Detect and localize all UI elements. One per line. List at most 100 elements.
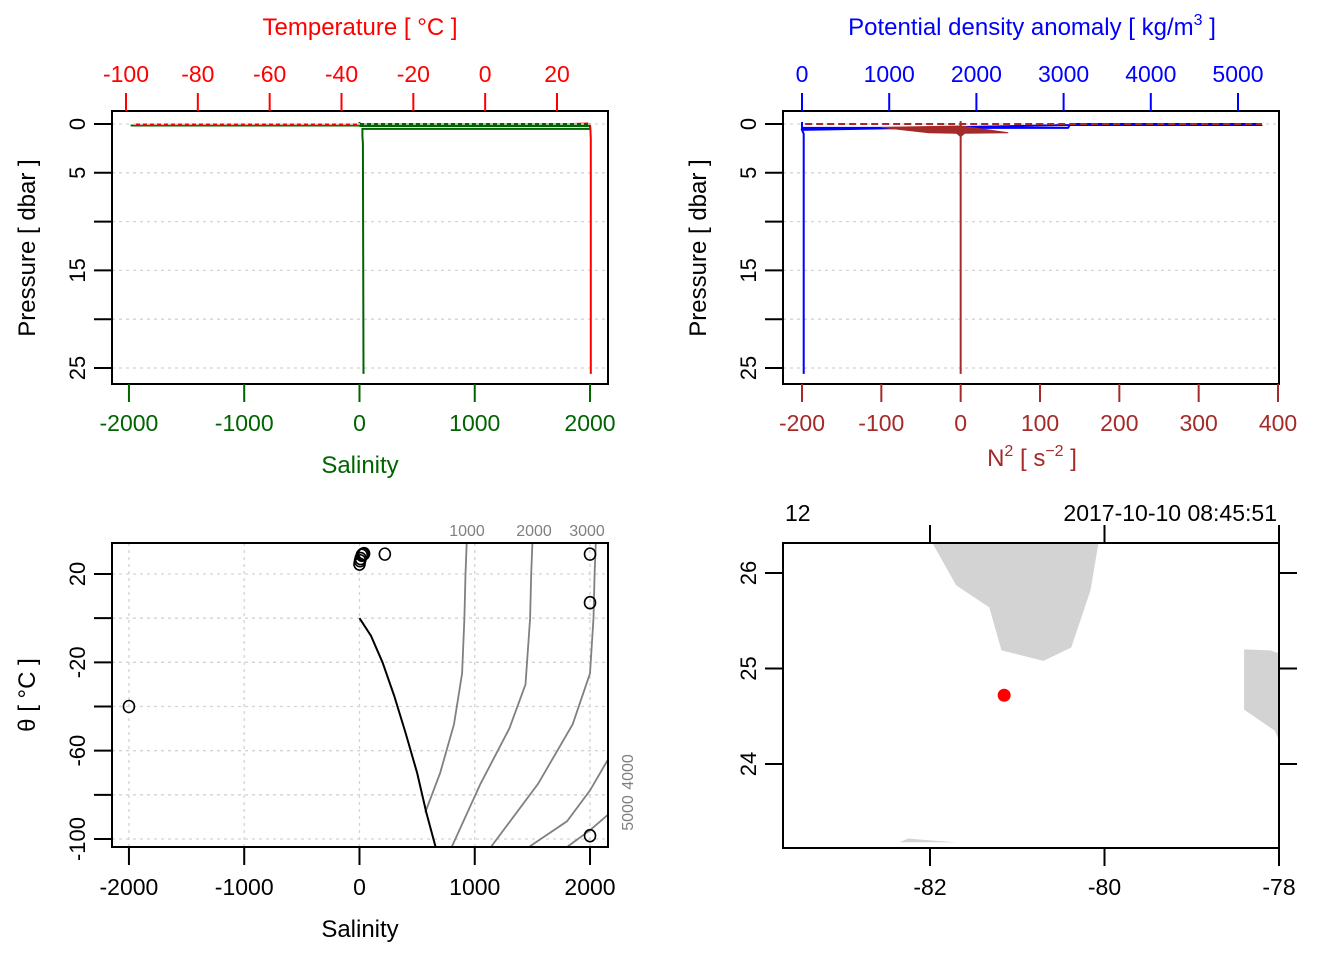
top-tick-label: 0 xyxy=(479,61,492,87)
x-tick-label: 200 xyxy=(1100,410,1138,436)
top-tick-label: -40 xyxy=(325,61,358,87)
lat-tick-label: 24 xyxy=(736,752,761,776)
top-tick-label: 4000 xyxy=(1125,61,1176,87)
y-tick-label: -20 xyxy=(65,646,90,678)
top-axis-title-part: Potential density anomaly [ kg/m xyxy=(848,14,1194,41)
top-tick-label: 5000 xyxy=(1212,61,1263,87)
top-tick-label: 3000 xyxy=(1038,61,1089,87)
y-tick-label: 5 xyxy=(736,167,761,179)
freezing-point-line xyxy=(358,617,437,847)
top-tick-label: -100 xyxy=(103,61,149,87)
isopycnal-label-5000: 5000 xyxy=(620,795,637,831)
x-axis-title-sup: −2 xyxy=(1045,443,1063,460)
ts-point xyxy=(583,828,597,843)
land-polygon xyxy=(932,543,1099,661)
isopycnal-label-4000: 4000 xyxy=(620,754,637,790)
x-tick-label: -100 xyxy=(858,410,904,436)
top-tick-label: 0 xyxy=(796,61,809,87)
station-label: 12 xyxy=(785,500,811,526)
salinity-line xyxy=(130,122,591,374)
ts-point xyxy=(122,699,136,714)
density-line xyxy=(800,122,1263,374)
top-axis-title-part: ] xyxy=(1203,14,1216,41)
top-axis-title: Temperature [ °C ] xyxy=(263,14,458,41)
y-tick-label: 0 xyxy=(736,118,761,130)
x-axis-title: Salinity xyxy=(321,452,398,479)
lon-tick-label: -82 xyxy=(913,874,946,900)
y-tick-label: 15 xyxy=(65,258,90,282)
x-axis-title: Salinity xyxy=(321,916,398,943)
isopycnal-2000 xyxy=(450,543,534,847)
land-polygon xyxy=(1244,649,1279,741)
ts-point xyxy=(583,595,597,610)
isopycnal-label-1000: 1000 xyxy=(449,523,485,540)
x-tick-label: -1000 xyxy=(215,410,274,436)
isopycnal-label-2000: 2000 xyxy=(516,523,552,540)
plot-frame xyxy=(111,110,609,385)
x-tick-label: 2000 xyxy=(564,410,615,436)
station-map-panel: 24 25 26 -82 -80 -78 12 2017-10-10 08:45:51 xyxy=(736,500,1297,900)
isopycnal-4000 xyxy=(528,759,608,847)
lat-tick-label: 25 xyxy=(736,656,761,680)
ts-point xyxy=(583,547,597,561)
x-tick-label: 100 xyxy=(1021,410,1059,436)
top-axis-title: Potential density anomaly [ kg/m3 ] xyxy=(848,12,1216,41)
top-tick-label: 2000 xyxy=(951,61,1002,87)
x-tick-label: 0 xyxy=(353,410,366,436)
y-tick-label: 5 xyxy=(65,167,90,179)
x-tick-label: 0 xyxy=(353,874,366,900)
lat-tick-label: 26 xyxy=(736,561,761,585)
y-tick-label: 25 xyxy=(736,356,761,380)
top-tick-label: 20 xyxy=(544,61,570,87)
y-axis-title: θ [ °C ] xyxy=(14,658,41,732)
x-axis-title-part: ] xyxy=(1064,445,1077,472)
station-time: 2017-10-10 08:45:51 xyxy=(1063,500,1277,526)
y-tick-label: -100 xyxy=(65,817,90,861)
isopycnal-1000 xyxy=(424,543,468,813)
profile-panel-temperature-salinity: 0 5 15 25 -2000 -1000 0 1000 2000 -100 -80 -60 -40 -2… xyxy=(14,14,616,479)
top-tick-label: 1000 xyxy=(864,61,915,87)
n2-spike xyxy=(881,125,1009,138)
plot-frame xyxy=(782,542,1280,849)
y-tick-label: -60 xyxy=(65,735,90,767)
x-axis-title-part: N xyxy=(987,445,1004,472)
y-axis-title: Pressure [ dbar ] xyxy=(685,159,712,336)
isopycnal-label-3000: 3000 xyxy=(569,523,605,540)
isopycnal-3000 xyxy=(490,543,597,847)
x-tick-label: 300 xyxy=(1179,410,1217,436)
plot-frame xyxy=(111,542,609,848)
x-tick-label: 2000 xyxy=(564,874,615,900)
top-tick-label: -20 xyxy=(397,61,430,87)
top-tick-label: -60 xyxy=(253,61,286,87)
x-tick-label: -2000 xyxy=(100,410,159,436)
ts-point xyxy=(357,546,371,561)
land-polygon xyxy=(899,838,957,843)
top-tick-label: -80 xyxy=(181,61,214,87)
x-tick-label: -200 xyxy=(779,410,825,436)
x-axis-title-sup: 2 xyxy=(1004,443,1013,460)
y-tick-label: 0 xyxy=(65,118,90,130)
x-tick-label: -1000 xyxy=(215,874,274,900)
x-tick-label: 1000 xyxy=(449,410,500,436)
lon-tick-label: -78 xyxy=(1262,874,1295,900)
x-tick-label: 1000 xyxy=(449,874,500,900)
station-marker xyxy=(997,688,1011,702)
y-tick-label: 25 xyxy=(65,356,90,380)
ts-plot-area xyxy=(122,543,608,847)
y-axis-title: Pressure [ dbar ] xyxy=(14,159,41,336)
x-tick-label: 400 xyxy=(1259,410,1297,436)
x-axis-title-part: [ s xyxy=(1013,445,1045,472)
map-area xyxy=(899,543,1279,843)
ts-point xyxy=(378,547,392,561)
lon-tick-label: -80 xyxy=(1088,874,1121,900)
x-tick-label: -2000 xyxy=(100,874,159,900)
x-tick-label: 0 xyxy=(954,410,967,436)
top-axis-title-sup: 3 xyxy=(1194,12,1203,29)
y-tick-label: 20 xyxy=(65,562,90,586)
ts-point xyxy=(355,548,369,563)
y-tick-label: 15 xyxy=(736,258,761,282)
plot-frame xyxy=(782,110,1280,385)
ts-diagram-panel: 20 -20 -60 -100 -2000 -1000 0 1000 2000 Salinity θ… xyxy=(14,523,637,943)
